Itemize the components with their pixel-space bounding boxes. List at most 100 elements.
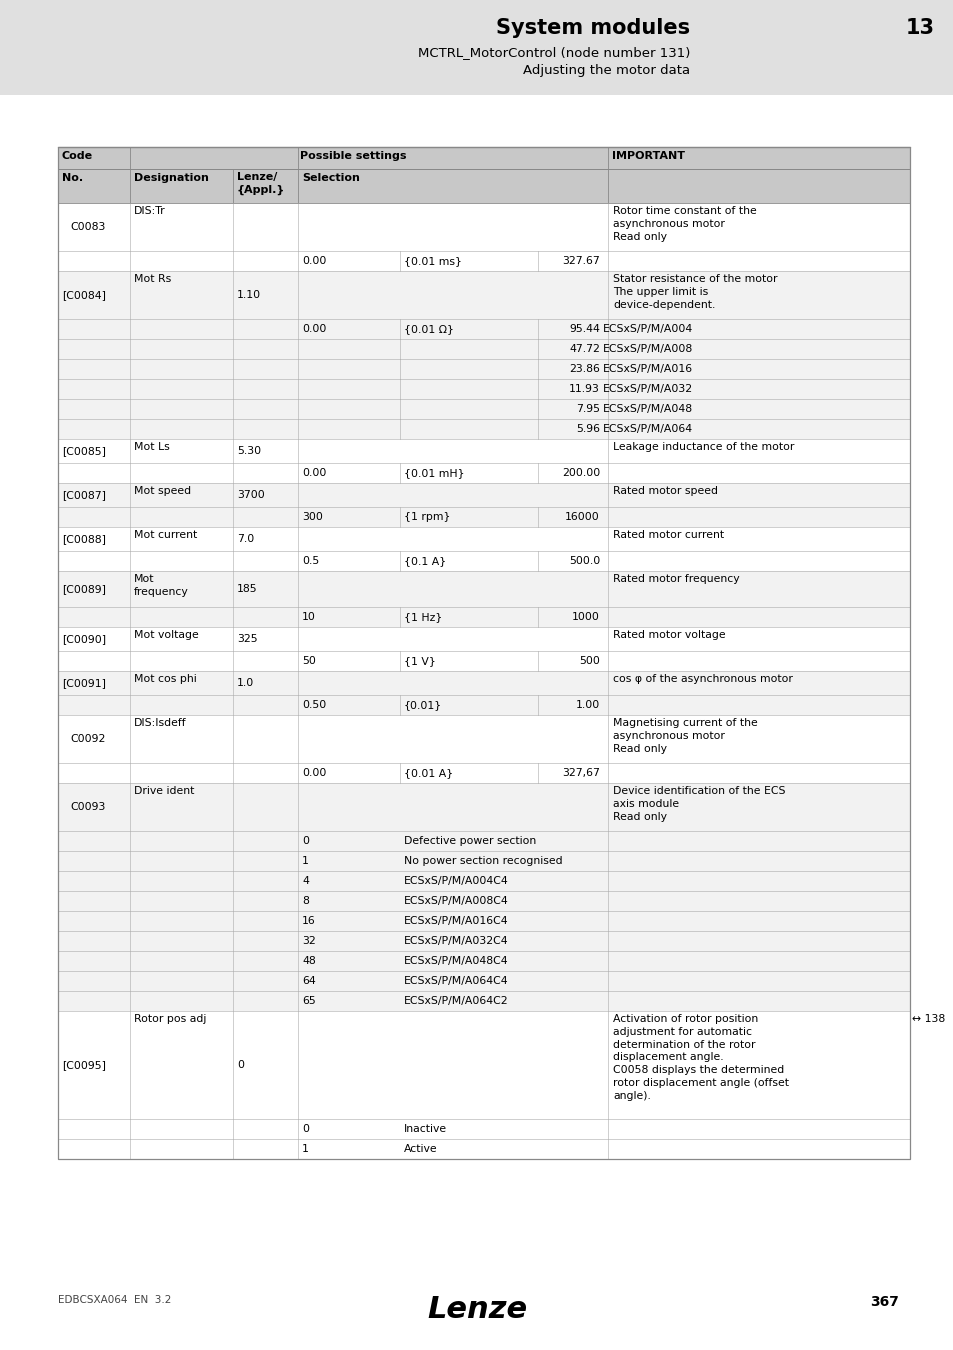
Bar [58, 400, 909, 418]
Text: 1.10: 1.10 [236, 290, 261, 300]
Text: System modules: System modules [496, 18, 689, 38]
Text: 5.30: 5.30 [236, 446, 261, 456]
Text: ECSxS/P/M/A064C4: ECSxS/P/M/A064C4 [403, 976, 508, 986]
Text: [C0084]: [C0084] [62, 290, 106, 300]
Text: 1: 1 [302, 1143, 309, 1154]
Text: MCTRL_MotorControl (node number 131): MCTRL_MotorControl (node number 131) [417, 46, 689, 59]
Text: Mot
frequency: Mot frequency [133, 574, 189, 597]
Text: 48: 48 [302, 956, 315, 967]
Text: 1: 1 [302, 856, 309, 865]
Text: Active: Active [403, 1143, 437, 1154]
Text: 500.0: 500.0 [568, 556, 599, 566]
Text: Rated motor voltage: Rated motor voltage [613, 630, 725, 640]
Text: 327.67: 327.67 [561, 256, 599, 266]
Text: [C0091]: [C0091] [62, 678, 106, 688]
Text: 1.00: 1.00 [576, 701, 599, 710]
Text: IMPORTANT: IMPORTANT [612, 151, 684, 161]
Bar [58, 1011, 909, 1119]
Bar [58, 871, 909, 891]
Text: Rotor pos adj: Rotor pos adj [133, 1014, 206, 1025]
Text: Rated motor current: Rated motor current [613, 531, 723, 540]
Text: ECSxS/P/M/A008: ECSxS/P/M/A008 [602, 344, 693, 354]
Text: 8: 8 [302, 896, 309, 906]
Text: ECSxS/P/M/A008C4: ECSxS/P/M/A008C4 [403, 896, 508, 906]
Text: Selection: Selection [302, 173, 359, 184]
Text: Mot Ls: Mot Ls [133, 441, 170, 452]
Text: C0083: C0083 [70, 221, 105, 232]
Text: 32: 32 [302, 936, 315, 946]
Bar [58, 1139, 909, 1160]
Text: 0: 0 [302, 1125, 309, 1134]
Text: 5.96: 5.96 [576, 424, 599, 433]
Bar [58, 911, 909, 932]
Text: 11.93: 11.93 [569, 383, 599, 394]
Text: {0.01 A}: {0.01 A} [403, 768, 453, 778]
Bar [58, 202, 909, 251]
Text: ECSxS/P/M/A032C4: ECSxS/P/M/A032C4 [403, 936, 508, 946]
Bar [58, 1119, 909, 1139]
Text: 7.0: 7.0 [236, 535, 254, 544]
Text: 23.86: 23.86 [569, 364, 599, 374]
Bar [58, 571, 909, 608]
Bar [58, 169, 909, 202]
Text: 500: 500 [578, 656, 599, 666]
Bar [58, 763, 909, 783]
Text: 367: 367 [869, 1295, 898, 1309]
Text: Stator resistance of the motor
The upper limit is
device-dependent.: Stator resistance of the motor The upper… [613, 274, 777, 309]
Bar [58, 783, 909, 832]
Text: Possible settings: Possible settings [299, 151, 406, 161]
Text: 200.00: 200.00 [561, 468, 599, 478]
Text: 300: 300 [302, 512, 322, 522]
Text: 185: 185 [236, 585, 257, 594]
Text: EDBCSXA064  EN  3.2: EDBCSXA064 EN 3.2 [58, 1295, 172, 1305]
Text: Mot speed: Mot speed [133, 486, 191, 495]
Bar [58, 971, 909, 991]
Text: [C0085]: [C0085] [62, 446, 106, 456]
Text: Lenze/
{Appl.}: Lenze/ {Appl.} [236, 171, 285, 194]
Text: 16000: 16000 [565, 512, 599, 522]
Text: Rotor time constant of the
asynchronous motor
Read only: Rotor time constant of the asynchronous … [613, 207, 756, 242]
Text: DIS:Tr: DIS:Tr [133, 207, 166, 216]
Text: 325: 325 [236, 634, 257, 644]
Text: Magnetising current of the
asynchronous motor
Read only: Magnetising current of the asynchronous … [613, 718, 757, 753]
Text: 50: 50 [302, 656, 315, 666]
Bar [58, 251, 909, 271]
Text: [C0090]: [C0090] [62, 634, 106, 644]
Text: {1 V}: {1 V} [403, 656, 436, 666]
Text: [C0088]: [C0088] [62, 535, 106, 544]
Text: C0092: C0092 [70, 734, 105, 744]
Text: Mot current: Mot current [133, 531, 197, 540]
Bar [58, 379, 909, 400]
Bar [58, 339, 909, 359]
Text: {1 rpm}: {1 rpm} [403, 512, 450, 522]
Bar [58, 931, 909, 950]
Text: Rated motor speed: Rated motor speed [613, 486, 718, 495]
Bar [58, 551, 909, 571]
Text: ↔ 138: ↔ 138 [911, 1014, 944, 1025]
Text: 7.95: 7.95 [576, 404, 599, 414]
Text: 1000: 1000 [572, 612, 599, 622]
Text: No power section recognised: No power section recognised [403, 856, 562, 865]
Text: 95.44: 95.44 [569, 324, 599, 333]
Text: ECSxS/P/M/A048C4: ECSxS/P/M/A048C4 [403, 956, 508, 967]
Text: ECSxS/P/M/A004: ECSxS/P/M/A004 [602, 324, 693, 333]
Text: 0: 0 [302, 836, 309, 846]
Text: 0.50: 0.50 [302, 701, 326, 710]
Text: Mot Rs: Mot Rs [133, 274, 172, 284]
Text: 4: 4 [302, 876, 309, 886]
Text: 64: 64 [302, 976, 315, 986]
Text: 65: 65 [302, 996, 315, 1006]
Bar [58, 271, 909, 319]
Text: Activation of rotor position
adjustment for automatic
determination of the rotor: Activation of rotor position adjustment … [613, 1014, 788, 1100]
Text: Lenze: Lenze [427, 1295, 526, 1324]
Text: DIS:Isdeff: DIS:Isdeff [133, 718, 187, 728]
Text: 327,67: 327,67 [561, 768, 599, 778]
Bar [58, 147, 909, 1160]
Text: Mot voltage: Mot voltage [133, 630, 198, 640]
Text: ECSxS/P/M/A064: ECSxS/P/M/A064 [602, 424, 693, 433]
Bar [58, 651, 909, 671]
Text: {0.01 mH}: {0.01 mH} [403, 468, 464, 478]
Text: Drive ident: Drive ident [133, 786, 194, 796]
Bar [58, 319, 909, 339]
Text: Mot cos phi: Mot cos phi [133, 674, 196, 684]
